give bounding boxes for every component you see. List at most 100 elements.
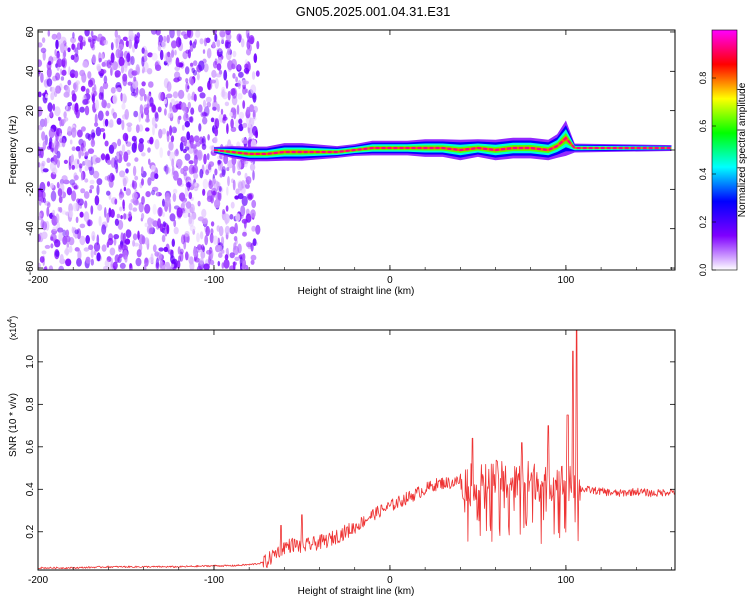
- noise-speckle: [120, 232, 124, 243]
- noise-speckle: [221, 91, 229, 100]
- noise-speckle: [190, 107, 195, 115]
- noise-speckle: [176, 30, 181, 38]
- noise-speckle: [68, 210, 74, 218]
- noise-speckle: [65, 229, 70, 238]
- noise-speckle: [247, 32, 250, 43]
- noise-speckle: [55, 39, 59, 50]
- noise-speckle: [167, 51, 171, 58]
- noise-speckle: [38, 106, 43, 117]
- noise-speckle: [224, 225, 230, 235]
- noise-speckle: [192, 247, 198, 258]
- noise-speckle: [231, 95, 238, 106]
- noise-speckle: [181, 124, 185, 131]
- noise-speckle: [56, 32, 62, 40]
- noise-speckle: [84, 159, 90, 166]
- noise-speckle: [119, 206, 123, 212]
- noise-speckle: [38, 234, 41, 243]
- noise-speckle: [121, 244, 128, 252]
- noise-speckle: [132, 165, 137, 177]
- noise-speckle: [87, 219, 91, 227]
- noise-speckle: [226, 186, 229, 196]
- noise-speckle: [209, 79, 213, 85]
- noise-speckle: [225, 248, 229, 255]
- noise-speckle: [166, 131, 170, 143]
- noise-speckle: [236, 104, 240, 115]
- noise-speckle: [54, 49, 57, 57]
- noise-speckle: [198, 104, 203, 113]
- noise-speckle: [229, 252, 235, 259]
- noise-speckle: [134, 40, 138, 50]
- noise-speckle: [101, 61, 106, 67]
- x-tick-label: -100: [204, 575, 224, 586]
- noise-speckle: [170, 135, 175, 143]
- noise-speckle: [108, 233, 113, 241]
- noise-speckle: [230, 118, 234, 129]
- noise-speckle: [141, 196, 145, 205]
- noise-speckle: [39, 256, 45, 263]
- noise-speckle: [125, 168, 129, 174]
- noise-speckle: [217, 57, 222, 65]
- noise-speckle: [118, 150, 123, 157]
- noise-speckle: [234, 256, 240, 261]
- noise-speckle: [58, 265, 65, 270]
- spectrogram-y-ticks: -60 -40 -20 0 20 40 60: [25, 26, 675, 275]
- noise-speckle: [90, 249, 94, 259]
- noise-speckle: [105, 110, 110, 117]
- noise-speckle: [130, 91, 137, 97]
- noise-speckle: [120, 215, 123, 220]
- noise-speckle: [104, 140, 109, 147]
- noise-speckle: [94, 195, 100, 206]
- noise-speckle: [246, 106, 251, 115]
- noise-speckle: [74, 184, 79, 190]
- noise-speckle: [242, 139, 249, 144]
- noise-speckle: [237, 243, 242, 254]
- noise-speckle: [45, 93, 48, 99]
- noise-speckle: [60, 76, 65, 81]
- noise-speckle: [148, 158, 151, 165]
- noise-speckle: [141, 166, 144, 174]
- noise-speckle: [79, 106, 85, 113]
- noise-speckle: [230, 88, 236, 96]
- noise-speckle: [178, 115, 182, 121]
- noise-speckle: [248, 133, 253, 138]
- noise-speckle: [176, 260, 181, 269]
- noise-speckle: [89, 39, 95, 49]
- noise-speckle: [199, 92, 206, 99]
- noise-speckle: [215, 73, 222, 78]
- noise-speckle: [237, 193, 244, 200]
- noise-speckle: [72, 202, 78, 212]
- noise-speckle: [78, 163, 83, 169]
- noise-speckle: [61, 175, 68, 183]
- colorbar-tick-label: 0.6: [698, 120, 708, 133]
- noise-speckle: [42, 197, 47, 204]
- noise-speckle: [220, 249, 225, 254]
- noise-speckle: [114, 70, 121, 78]
- noise-speckle: [188, 164, 195, 175]
- noise-speckle: [99, 39, 103, 45]
- noise-speckle: [212, 41, 216, 48]
- noise-speckle: [237, 64, 241, 71]
- figure-title: GN05.2025.001.04.31.E31: [296, 4, 451, 19]
- noise-speckle: [144, 257, 149, 267]
- noise-speckle: [101, 224, 107, 235]
- noise-speckle: [141, 47, 145, 54]
- noise-speckle: [147, 217, 153, 226]
- noise-speckle: [120, 65, 125, 74]
- noise-speckle: [63, 50, 67, 58]
- noise-speckle: [165, 167, 171, 174]
- noise-speckle: [177, 76, 182, 82]
- noise-speckle: [206, 153, 210, 161]
- noise-speckle: [186, 131, 191, 141]
- noise-speckle: [76, 257, 82, 267]
- noise-speckle: [225, 41, 232, 49]
- noise-speckle: [104, 207, 107, 218]
- noise-speckle: [141, 56, 145, 67]
- spectrogram-y-label: Frequency (Hz): [8, 116, 19, 185]
- noise-speckle: [114, 30, 119, 38]
- noise-speckle: [172, 91, 179, 99]
- noise-speckle: [81, 150, 84, 157]
- noise-speckle: [190, 141, 194, 149]
- noise-speckle: [185, 251, 189, 261]
- y-tick-label: 0: [25, 147, 36, 153]
